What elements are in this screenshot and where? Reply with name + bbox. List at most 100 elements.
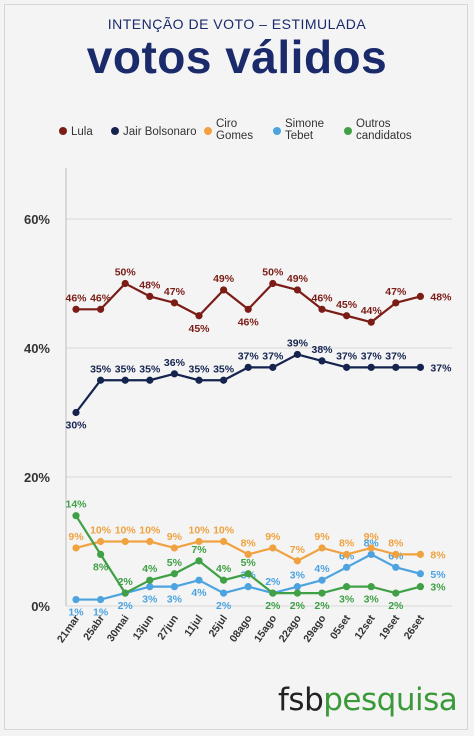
series-lula: 46% 46%50%48%47%45%49%46%50%49%46%45%44%4… [65,267,452,335]
data-label: 46% [65,292,87,304]
data-label: 9% [364,531,380,543]
data-label: 35% [90,363,112,375]
data-point [269,589,277,597]
data-label: 4% [314,563,330,575]
data-point [318,357,326,365]
data-label: 8% [364,537,380,549]
data-point [416,363,424,371]
data-point [220,286,228,294]
data-label: 2% [265,600,281,612]
data-label: 35% [188,363,210,375]
data-point [170,570,178,578]
data-label: 2% [388,600,404,612]
data-label: 2% [265,576,281,588]
data-label: 5% [430,569,446,581]
y-tick-label: 40% [24,341,50,356]
data-point [269,544,277,552]
x-tick-label: 12set [352,612,378,641]
data-label: 14% [65,499,87,511]
legend-item: Ciro Gomes [204,118,253,142]
data-label: 47% [385,286,407,298]
data-label: 2% [118,600,134,612]
data-point [170,299,178,307]
data-point [97,537,105,546]
legend-marker [344,127,352,135]
data-label: 30% [65,420,87,432]
data-point [367,544,375,552]
data-label: 46% [311,292,333,304]
data-point [72,544,80,552]
data-label: 2% [216,600,232,612]
x-tick-label: 11jul [182,613,205,639]
data-label: 4% [216,563,232,575]
data-point [318,589,326,597]
data-label: 2% [118,576,134,588]
data-point [293,557,301,565]
data-point [146,583,154,591]
data-point [343,312,351,320]
y-tick-label: 0% [31,599,50,614]
data-point [97,305,105,313]
legend-label: Lula [71,126,93,138]
data-label: 44% [361,305,383,317]
data-label: 45% [336,299,358,311]
data-point [244,305,252,313]
x-tick-label: 27jun [155,613,181,642]
x-tick-label: 05set [328,612,354,641]
data-label: 4% [142,563,158,575]
data-label: 37% [385,350,407,362]
data-point [416,570,424,578]
data-point [72,305,80,313]
data-point [195,312,203,320]
data-label: 10% [213,525,235,537]
data-point [146,376,154,384]
data-point [170,583,178,591]
data-point [367,550,375,559]
data-label: 8% [339,537,355,549]
data-label: 2% [314,600,330,612]
y-tick-label: 20% [24,470,50,485]
data-label: 9% [68,531,84,543]
y-axis: 0% 20% 40% 60% [24,168,67,614]
data-label: 3% [167,594,183,606]
data-point [293,350,301,359]
data-point [146,292,154,300]
data-point [269,363,277,371]
data-label: 3% [430,582,446,594]
data-label: 46% [238,316,260,328]
data-label: 48% [139,279,161,291]
data-label: 35% [139,363,161,375]
data-point [72,512,80,520]
chart-legend: Lula Jair Bolsonaro Ciro Gomes Simone Tebet Ou… [59,118,412,142]
legend-label: Ciro Gomes [216,118,253,142]
data-point [293,286,301,294]
data-point [416,292,424,300]
data-point [244,550,252,559]
legend-item: Lula [59,126,93,138]
data-point [146,576,154,584]
data-point [343,583,351,591]
data-point [293,583,301,591]
data-label: 9% [314,531,330,543]
data-point [318,544,326,552]
series-outros: 14% 8% 2% 4% 5% 7% 4% 5% 2% 2% 2% 3% 3% 2% 3% [65,499,446,612]
data-point [72,408,80,417]
data-label: 50% [262,267,284,279]
data-point [97,550,105,559]
data-point [72,595,80,604]
data-point [367,583,375,591]
data-point [195,537,203,546]
legend-marker [111,127,119,135]
fsb-pesquisa-logo: fsbpesquisa [278,683,458,717]
legend-label: Simone Tebet [285,118,324,142]
x-tick-label: 25jul [206,613,230,640]
data-label: 8% [93,561,109,573]
data-label: 1% [68,607,84,619]
x-tick-label: 19set [377,612,403,641]
data-label: 7% [191,544,207,556]
legend-item: Outros candidatos [344,118,412,142]
legend-marker [59,127,67,135]
data-label: 37% [361,350,383,362]
chart-grid [66,218,452,607]
